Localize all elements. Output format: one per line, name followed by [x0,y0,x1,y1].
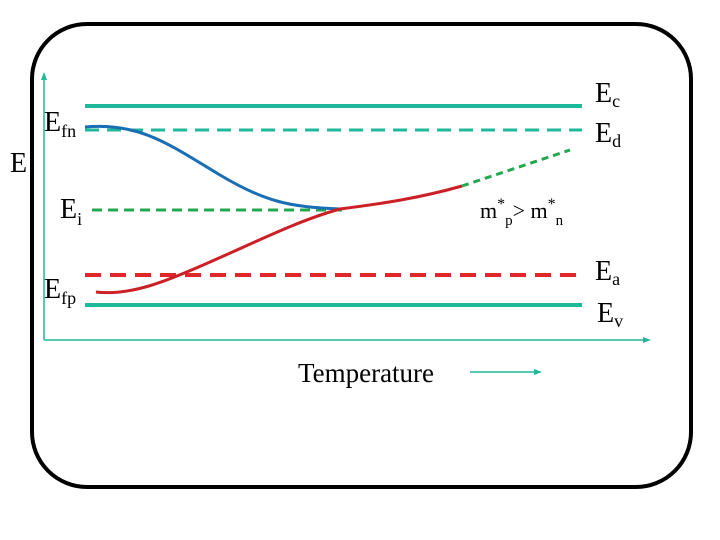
frame-border [30,22,693,489]
mass-m1: m [480,198,497,223]
temperature-arrow-head [534,369,542,375]
efp-label-sub: fp [61,288,76,308]
ev-label-main: E [597,298,614,329]
axis-y-label: E [10,148,27,179]
ev-label: Ev [597,298,623,331]
efn-label-main: E [44,107,61,138]
ed-label: Ed [595,118,621,151]
axis-x-label: Temperature [298,358,434,388]
mass-m2: m [531,198,548,223]
ea-label-main: E [595,256,612,287]
mass-gt: > [513,198,531,223]
intrinsic-extension [461,148,571,188]
mass-sub2: n [556,213,564,229]
ea-label: Ea [595,256,620,289]
efn-label-sub: fn [61,121,76,141]
efp-label: Efp [44,274,76,308]
y-axis-arrow [41,72,47,80]
ea-label-sub: a [612,269,620,289]
efp-curve [95,184,463,295]
mass-star1: * [497,196,505,213]
ei-label: Ei [60,194,82,229]
ec-label: Ec [595,78,620,111]
efn-curve [84,124,341,211]
efp-label-main: E [44,274,61,305]
ei-label-main: E [60,194,77,225]
ei-label-sub: i [77,209,82,229]
ed-label-sub: d [612,131,621,151]
mass-star2: * [548,196,556,213]
x-axis-arrow [643,337,651,343]
mass-relation: m*p> m*n [480,196,564,229]
ed-label-main: E [595,118,612,149]
mass-sub1: p [505,213,513,229]
ec-label-main: E [595,78,612,109]
efn-label: Efn [44,107,76,141]
ev-label-sub: v [614,311,623,331]
ec-label-sub: c [612,91,620,111]
